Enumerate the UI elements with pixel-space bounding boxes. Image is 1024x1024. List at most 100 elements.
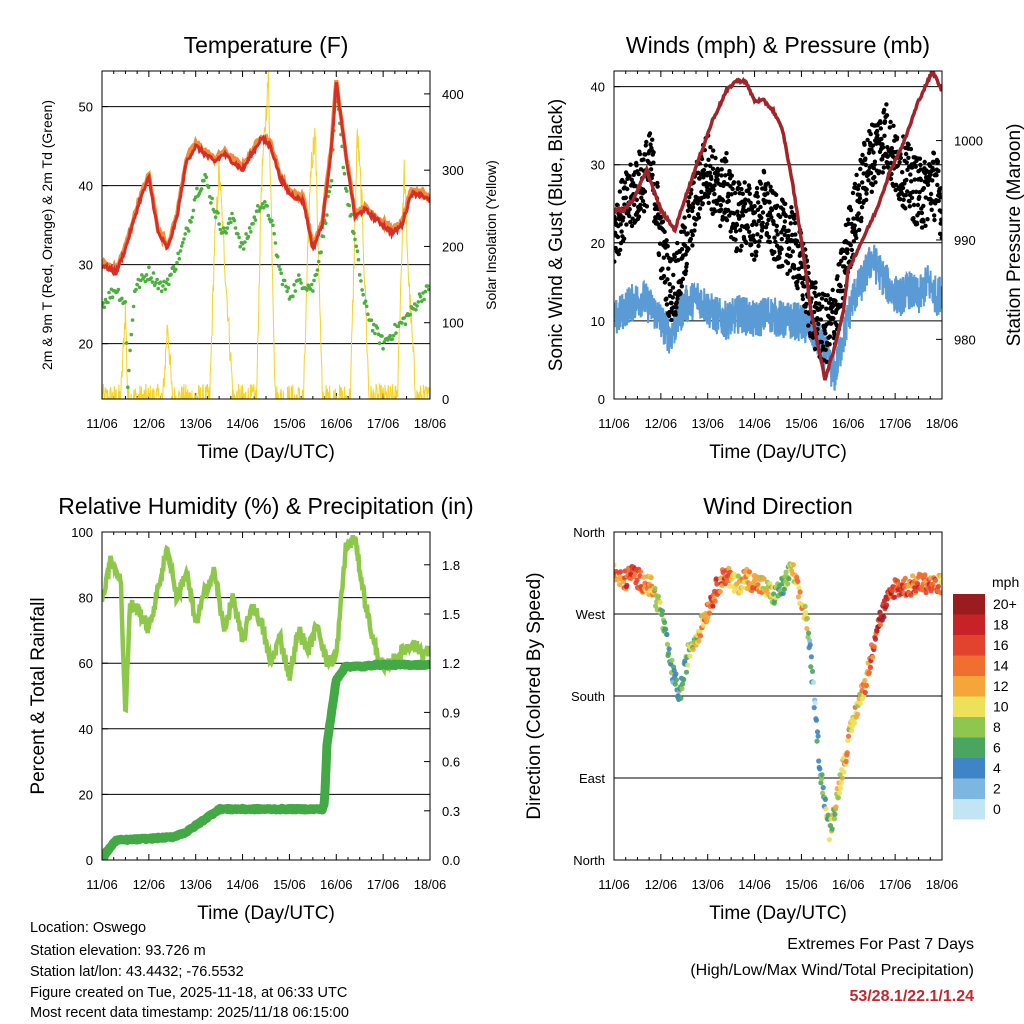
point-dewpoint (225, 226, 230, 230)
point-dewpoint (273, 241, 278, 245)
point-dewpoint (246, 234, 251, 239)
point-gust (660, 219, 666, 224)
point-dewpoint (327, 189, 332, 194)
point-gust (923, 223, 928, 228)
point-dewpoint (102, 305, 107, 310)
point-gust (919, 210, 925, 216)
point-gust (627, 174, 632, 179)
point-gust (907, 199, 912, 204)
y2-axis-label-temperature: Solar Insolation (Yellow) (483, 160, 499, 310)
point-gust (823, 331, 828, 336)
x-tick-label: 14/06 (738, 877, 771, 892)
point-dewpoint (147, 265, 151, 270)
point-dewpoint (369, 318, 374, 323)
point-dewpoint (355, 249, 360, 253)
x-tick-label: 16/06 (320, 877, 353, 892)
point-dewpoint (391, 333, 396, 338)
point-gust (849, 247, 854, 253)
point-gust (768, 184, 773, 189)
legend-label: 14 (993, 658, 1009, 674)
point-gust (627, 213, 632, 219)
point-wind-direction (884, 602, 890, 608)
point-gust (615, 234, 621, 240)
point-gust (846, 221, 851, 226)
point-gust (783, 213, 788, 219)
point-dewpoint (370, 328, 375, 333)
point-dewpoint (233, 226, 238, 230)
legend-swatch (953, 758, 985, 779)
point-gust (712, 183, 717, 188)
point-gust (713, 209, 718, 214)
y-tick-label: 20 (591, 236, 605, 251)
point-dewpoint (177, 257, 182, 261)
point-gust (648, 167, 654, 172)
point-dewpoint (243, 240, 247, 244)
point-wind-direction (673, 671, 679, 677)
point-gust (918, 162, 923, 168)
point-gust (852, 223, 857, 228)
point-wind-direction (653, 603, 659, 609)
point-dewpoint (247, 226, 252, 230)
point-gust (900, 170, 905, 175)
point-wind-direction (807, 642, 813, 648)
point-wind-direction (818, 776, 825, 782)
point-gust (655, 180, 660, 186)
x-tick-label: 17/06 (367, 877, 400, 892)
point-dewpoint (396, 324, 401, 329)
point-gust (687, 195, 692, 200)
footer-recent: Most recent data timestamp: 2025/11/18 0… (30, 1005, 349, 1021)
point-gust (868, 170, 874, 176)
point-dewpoint (414, 308, 418, 312)
point-gust (755, 194, 760, 199)
point-gust (666, 313, 672, 319)
point-gust (882, 107, 887, 113)
point-gust (939, 209, 942, 215)
point-dewpoint (195, 186, 199, 191)
point-dewpoint (279, 271, 284, 276)
point-gust (758, 204, 763, 210)
point-wind-direction (854, 711, 861, 717)
point-gust (925, 217, 930, 222)
point-gust (666, 266, 671, 271)
point-dewpoint (291, 294, 295, 299)
point-gust (787, 268, 793, 273)
point-gust (708, 145, 713, 150)
y2-tick-label: 0.6 (442, 755, 460, 770)
point-wind-direction (717, 589, 723, 595)
point-gust (786, 233, 791, 239)
point-dewpoint (408, 312, 412, 317)
point-wind-direction (614, 562, 617, 568)
point-gust (669, 317, 674, 323)
chart-title-direction: Wind Direction (703, 493, 853, 519)
point-gust (858, 166, 863, 172)
legend-swatch (953, 799, 985, 820)
point-wind-direction (755, 582, 761, 588)
point-wind-direction (820, 790, 826, 796)
point-dewpoint (213, 215, 218, 219)
point-dewpoint (182, 237, 186, 241)
point-gust (857, 192, 862, 198)
point-dewpoint (341, 165, 346, 170)
point-dewpoint (353, 237, 357, 242)
point-gust (690, 232, 695, 238)
point-gust (655, 184, 660, 189)
point-wind-direction (746, 569, 753, 575)
point-gust (850, 190, 856, 196)
point-dewpoint (314, 272, 319, 277)
point-gust (716, 168, 721, 173)
point-gust (861, 171, 866, 176)
point-wind-direction (705, 615, 711, 621)
point-dewpoint (158, 280, 163, 285)
point-gust (780, 263, 785, 269)
point-gust (795, 286, 800, 291)
point-dewpoint (382, 340, 387, 344)
point-gust (819, 340, 824, 345)
point-gust (806, 323, 811, 328)
point-dewpoint (309, 282, 314, 287)
point-dewpoint (216, 211, 220, 215)
y2-tick-label: 1.5 (442, 607, 460, 622)
point-gust (772, 235, 777, 240)
point-gust (831, 316, 836, 321)
point-gust (792, 220, 798, 226)
point-wind-direction (845, 737, 851, 744)
